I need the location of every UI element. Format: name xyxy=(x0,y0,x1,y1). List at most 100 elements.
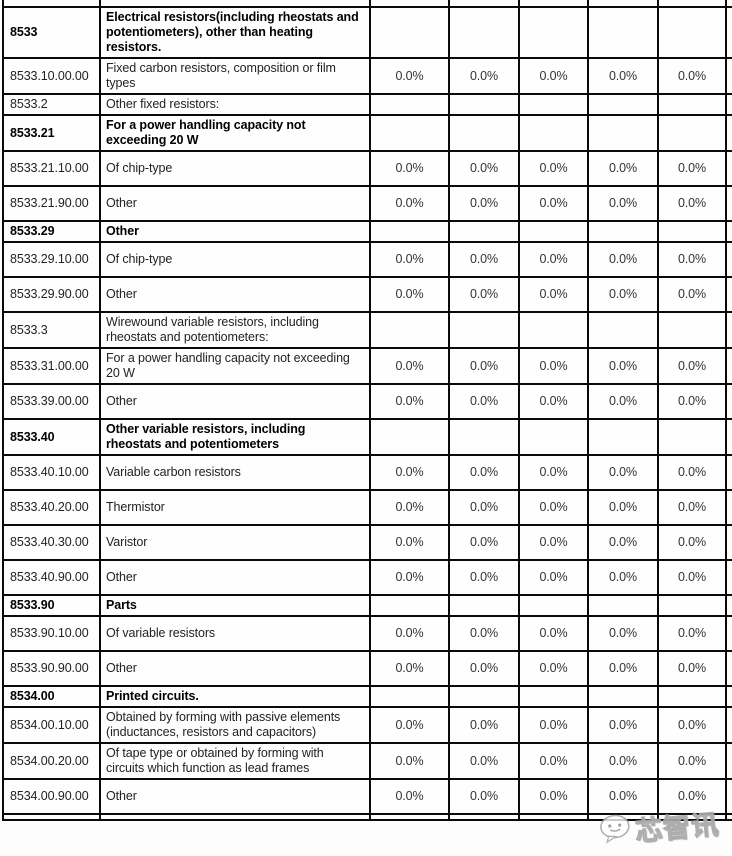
table-row: 8533.40 Other variable resistors, includi… xyxy=(2,418,732,456)
rate-cell xyxy=(587,685,659,708)
description-cell xyxy=(99,813,371,821)
rate-cell: 0.0% xyxy=(518,742,589,780)
rate-cell: 0.0% xyxy=(518,276,589,313)
rate-cell: 0.0% xyxy=(369,742,450,780)
rate-cell: 0.0% xyxy=(587,742,659,780)
code-cell: 8534.00 xyxy=(2,685,101,708)
rate-cell: 0.0% xyxy=(518,150,589,187)
code-cell xyxy=(2,813,101,821)
rate-cell: 0.0% xyxy=(448,742,520,780)
description-cell: Other xyxy=(99,778,371,815)
rate-cell: 0.0% xyxy=(518,615,589,652)
description-cell: Electrical resistors(including rheostats… xyxy=(99,6,371,59)
rate-cell: 0.0% xyxy=(587,706,659,744)
rate-cell: 0.0% xyxy=(657,57,727,95)
description-cell: Of chip-type xyxy=(99,150,371,187)
rate-cell xyxy=(657,418,727,456)
code-cell: 8533.40 xyxy=(2,418,101,456)
code-cell: 8533.40.30.00 xyxy=(2,524,101,561)
rate-cell: 0.0% xyxy=(657,706,727,744)
code-cell: 8534.00.90.00 xyxy=(2,778,101,815)
code-cell: 8533.29.90.00 xyxy=(2,276,101,313)
rate-cell xyxy=(587,418,659,456)
rate-cell xyxy=(587,114,659,152)
description-cell: Varistor xyxy=(99,524,371,561)
rate-cell: 0.0% xyxy=(518,454,589,491)
rate-cell: 0.0% xyxy=(448,347,520,385)
rate-cell: 0.0% xyxy=(369,57,450,95)
rate-cell: 0.0% xyxy=(587,347,659,385)
rate-cell: 0.0% xyxy=(587,778,659,815)
code-cell: 8533.10.00.00 xyxy=(2,57,101,95)
table-row xyxy=(2,0,732,8)
rate-cell: 0.0% xyxy=(587,489,659,526)
rate-cell: 0.0% xyxy=(369,489,450,526)
rate-cell xyxy=(369,93,450,116)
table-row: 8533.21.90.00 Other 0.0% 0.0% 0.0% 0.0% 0.0% xyxy=(2,185,732,222)
rate-cell: 0.0% xyxy=(587,524,659,561)
clipped-edge-cell xyxy=(725,150,732,187)
table-row: 8533.21.10.00 Of chip-type 0.0% 0.0% 0.0% 0.0… xyxy=(2,150,732,187)
description-cell: Thermistor xyxy=(99,489,371,526)
table-row: 8533.39.00.00 Other 0.0% 0.0% 0.0% 0.0% 0.0% xyxy=(2,383,732,420)
rate-cell: 0.0% xyxy=(369,185,450,222)
table-row: 8533.90.90.00 Other 0.0% 0.0% 0.0% 0.0% 0.0% xyxy=(2,650,732,687)
rate-cell: 0.0% xyxy=(657,241,727,278)
rate-cell: 0.0% xyxy=(657,347,727,385)
clipped-edge-cell xyxy=(725,778,732,815)
rate-cell xyxy=(518,6,589,59)
rate-cell: 0.0% xyxy=(369,615,450,652)
rate-cell: 0.0% xyxy=(587,559,659,596)
description-cell: Other xyxy=(99,559,371,596)
clipped-edge-cell xyxy=(725,57,732,95)
rate-cell: 0.0% xyxy=(518,241,589,278)
rate-cell: 0.0% xyxy=(657,150,727,187)
description-cell: Of tape type or obtained by forming with… xyxy=(99,742,371,780)
rate-cell: 0.0% xyxy=(518,706,589,744)
code-cell: 8533.21.10.00 xyxy=(2,150,101,187)
rate-cell xyxy=(587,594,659,617)
table-row: 8533.90 Parts xyxy=(2,594,732,617)
rate-cell: 0.0% xyxy=(657,454,727,491)
rate-cell: 0.0% xyxy=(448,150,520,187)
rate-cell xyxy=(587,311,659,349)
rate-cell xyxy=(518,685,589,708)
code-cell: 8533.90.10.00 xyxy=(2,615,101,652)
rate-cell xyxy=(369,114,450,152)
table-row: 8533.10.00.00 Fixed carbon resistors, com… xyxy=(2,57,732,95)
clipped-edge-cell xyxy=(725,185,732,222)
code-cell: 8533.39.00.00 xyxy=(2,383,101,420)
rate-cell xyxy=(448,311,520,349)
code-cell xyxy=(2,0,101,8)
rate-cell: 0.0% xyxy=(448,454,520,491)
description-cell: Other xyxy=(99,276,371,313)
rate-cell: 0.0% xyxy=(657,276,727,313)
rate-cell: 0.0% xyxy=(587,57,659,95)
rate-cell: 0.0% xyxy=(448,276,520,313)
rate-cell xyxy=(587,6,659,59)
rate-cell xyxy=(587,93,659,116)
rate-cell: 0.0% xyxy=(518,650,589,687)
rate-cell: 0.0% xyxy=(448,185,520,222)
table-row: 8533.29.90.00 Other 0.0% 0.0% 0.0% 0.0% 0.0% xyxy=(2,276,732,313)
rate-cell xyxy=(448,594,520,617)
table-row: 8533.40.30.00 Varistor 0.0% 0.0% 0.0% 0.0% 0.0… xyxy=(2,524,732,561)
rate-cell: 0.0% xyxy=(369,150,450,187)
description-cell: For a power handling capacity not exceed… xyxy=(99,114,371,152)
table-row xyxy=(2,813,732,821)
clipped-edge-cell xyxy=(725,742,732,780)
clipped-edge-cell xyxy=(725,383,732,420)
rate-cell xyxy=(518,813,589,821)
description-cell: Of variable resistors xyxy=(99,615,371,652)
rate-cell: 0.0% xyxy=(369,276,450,313)
table-row: 8533.21 For a power handling capacity not… xyxy=(2,114,732,152)
description-cell: Other fixed resistors: xyxy=(99,93,371,116)
clipped-edge-cell xyxy=(725,650,732,687)
table-row: 8534.00.90.00 Other 0.0% 0.0% 0.0% 0.0% 0.0% xyxy=(2,778,732,815)
clipped-edge-cell xyxy=(725,594,732,617)
clipped-edge-cell xyxy=(725,276,732,313)
table-row: 8533.3 Wirewound variable resistors, incl… xyxy=(2,311,732,349)
rate-cell: 0.0% xyxy=(448,650,520,687)
rate-cell xyxy=(369,220,450,243)
rate-cell: 0.0% xyxy=(587,185,659,222)
